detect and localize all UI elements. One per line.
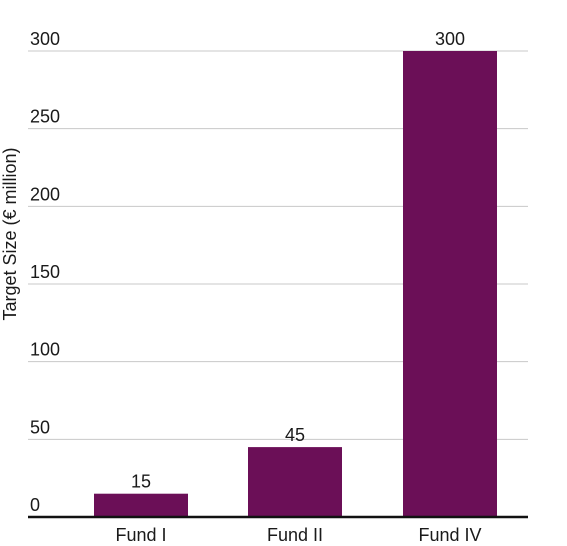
bars <box>94 51 497 517</box>
y-tick-label-200: 200 <box>30 184 60 204</box>
y-tick-label-150: 150 <box>30 262 60 282</box>
category-label-fund-ii: Fund II <box>267 525 323 545</box>
category-label-fund-iv: Fund IV <box>418 525 481 545</box>
y-tick-labels: 0 50 100 150 200 250 300 <box>30 29 60 515</box>
data-label-fund-iv: 300 <box>435 29 465 49</box>
data-labels: 15 45 300 <box>131 29 465 492</box>
y-tick-label-50: 50 <box>30 417 50 437</box>
bar-fund-i <box>94 493 188 517</box>
bar-fund-ii <box>248 447 342 517</box>
y-tick-label-250: 250 <box>30 107 60 127</box>
category-label-fund-i: Fund I <box>115 525 166 545</box>
data-label-fund-ii: 45 <box>285 425 305 445</box>
y-tick-label-0: 0 <box>30 495 40 515</box>
y-tick-label-100: 100 <box>30 340 60 360</box>
data-label-fund-i: 15 <box>131 472 151 492</box>
category-labels: Fund I Fund II Fund IV <box>115 525 481 545</box>
y-tick-label-300: 300 <box>30 29 60 49</box>
y-axis-title: Target Size (€ million) <box>0 147 20 320</box>
bar-fund-iv <box>403 51 497 517</box>
